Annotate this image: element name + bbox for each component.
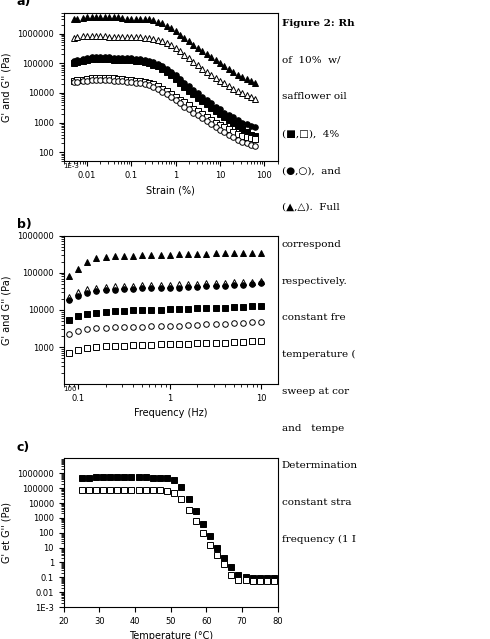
Text: (▲,△).  Full: (▲,△). Full [282, 203, 340, 212]
Text: constant fre: constant fre [282, 314, 345, 323]
X-axis label: Frequency (Hz): Frequency (Hz) [134, 408, 207, 419]
X-axis label: Strain (%): Strain (%) [146, 185, 195, 196]
Text: 1E-3: 1E-3 [64, 163, 79, 169]
Text: correspond: correspond [282, 240, 342, 249]
Text: safflower oil: safflower oil [282, 93, 346, 102]
Y-axis label: G' and G'' (Pa): G' and G'' (Pa) [1, 275, 12, 344]
Text: sweep at cor: sweep at cor [282, 387, 349, 396]
Y-axis label: G' and G'' (Pa): G' and G'' (Pa) [1, 52, 12, 122]
Text: 100: 100 [64, 386, 77, 392]
Text: a): a) [17, 0, 31, 8]
Text: of  10%  w/: of 10% w/ [282, 56, 341, 65]
Text: (●,○),  and: (●,○), and [282, 166, 341, 175]
Text: Determination: Determination [282, 461, 358, 470]
Text: b): b) [17, 218, 31, 231]
Text: temperature (: temperature ( [282, 350, 355, 360]
X-axis label: Temperature (°C): Temperature (°C) [128, 631, 213, 639]
Text: Figure 2: Rh: Figure 2: Rh [282, 19, 354, 27]
Text: constant stra: constant stra [282, 498, 351, 507]
Text: c): c) [17, 441, 30, 454]
Text: respectively.: respectively. [282, 277, 347, 286]
Text: frequency (1 I: frequency (1 I [282, 535, 356, 544]
Y-axis label: G' et G'' (Pa): G' et G'' (Pa) [1, 502, 12, 563]
Text: (■,□),  4%: (■,□), 4% [282, 129, 339, 138]
Text: and   tempe: and tempe [282, 424, 344, 433]
